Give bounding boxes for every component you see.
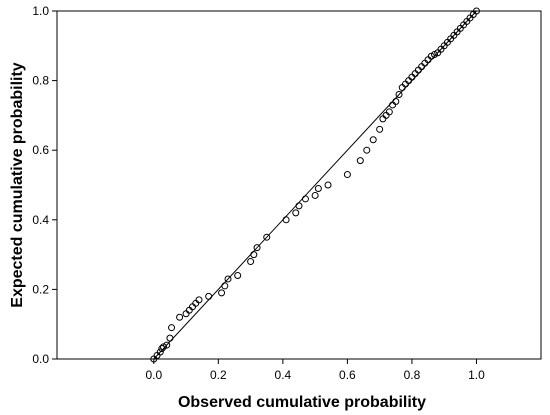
y-axis-title: Expected cumulative probability: [9, 62, 26, 308]
data-point: [247, 258, 255, 266]
x-tick-label: 0.2: [210, 368, 227, 382]
data-point: [363, 146, 371, 154]
y-tick-label: 0.6: [32, 143, 49, 157]
data-point: [282, 216, 290, 224]
data-point: [224, 275, 232, 283]
data-point: [311, 191, 319, 199]
x-tick-label: 0.4: [275, 368, 292, 382]
x-tick-label: 0.8: [404, 368, 421, 382]
data-point: [314, 184, 322, 192]
data-point: [395, 91, 403, 99]
data-point: [369, 136, 377, 144]
data-point: [221, 282, 229, 290]
data-point: [392, 97, 400, 105]
x-axis-title: Observed cumulative probability: [178, 394, 426, 411]
y-tick-label: 0.8: [32, 74, 49, 88]
data-point: [218, 289, 226, 297]
data-point: [253, 244, 261, 252]
data-point: [301, 195, 309, 203]
x-tick-label: 1.0: [468, 368, 485, 382]
y-tick-label: 0.0: [32, 352, 49, 366]
plot-frame: [56, 10, 542, 360]
data-point: [156, 348, 164, 356]
data-point: [324, 181, 332, 189]
data-point: [292, 209, 300, 217]
y-axis-ticks: 0.0 0.2 0.4 0.6 0.8 1.0: [32, 4, 57, 366]
data-point: [234, 271, 242, 279]
data-point: [205, 292, 213, 300]
data-point: [195, 296, 203, 304]
data-point: [163, 341, 171, 349]
data-point: [376, 125, 384, 133]
data-point: [343, 171, 351, 179]
y-tick-label: 1.0: [32, 4, 49, 18]
data-point: [166, 334, 174, 342]
x-tick-label: 0.6: [339, 368, 356, 382]
data-point: [263, 233, 271, 241]
data-point: [472, 7, 480, 15]
y-tick-label: 0.4: [32, 213, 49, 227]
data-point: [158, 345, 166, 353]
x-axis-ticks: 0.0 0.2 0.4 0.6 0.8 1.0: [145, 359, 485, 382]
x-tick-label: 0.0: [145, 368, 162, 382]
data-point: [250, 251, 258, 259]
y-tick-label: 0.2: [32, 282, 49, 296]
data-point: [176, 313, 184, 321]
data-point: [168, 324, 176, 332]
data-points: [150, 7, 480, 363]
reference-line: [153, 10, 477, 360]
data-point: [295, 202, 303, 210]
data-point: [385, 108, 393, 116]
data-point: [356, 157, 364, 165]
